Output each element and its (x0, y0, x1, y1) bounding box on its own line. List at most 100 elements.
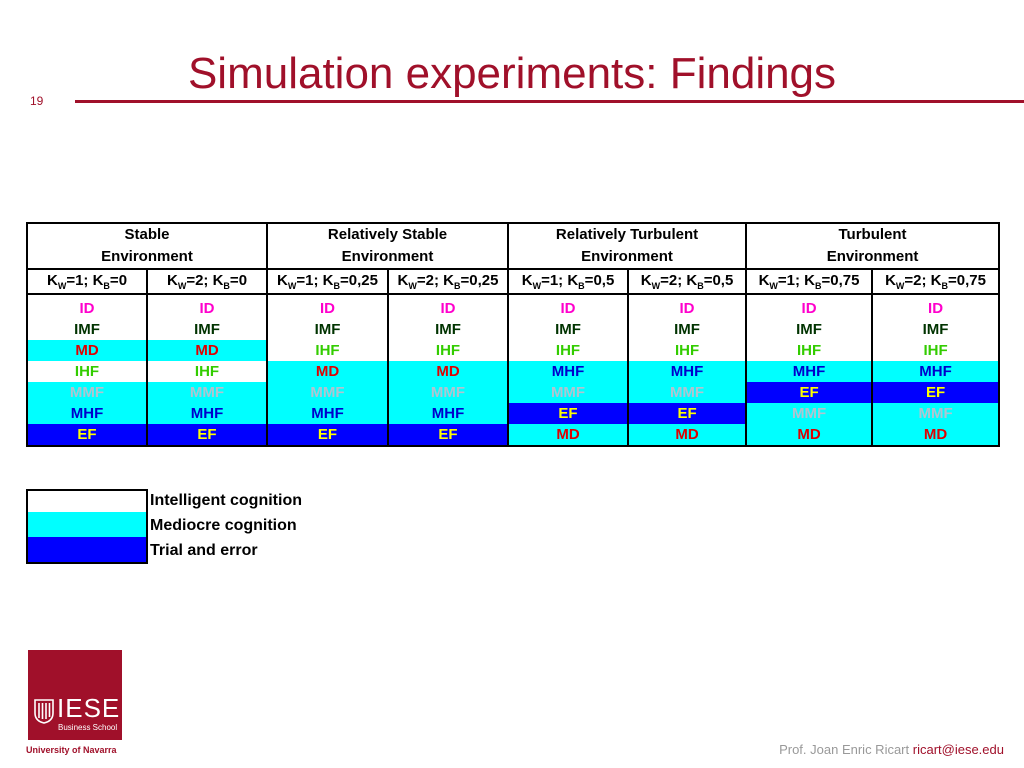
result-cell: ID (507, 294, 630, 319)
table-row: MD MD IHF IHF IHF IHF IHF IHF (26, 340, 1001, 361)
kw-value: 2 (195, 272, 204, 289)
result-cell: MD (507, 424, 630, 447)
table-row: EF EF EF EF MD MD MD MD (26, 424, 1001, 447)
kw-value: 2 (668, 272, 678, 289)
environment-header-row: Stable Environment Relatively Stable Env… (26, 222, 1001, 270)
result-cell: MHF (745, 361, 874, 382)
result-rows: ID ID ID ID ID ID ID ID IMF IMF IMF IMF IMF IMF IMF IMF… (26, 294, 1001, 447)
param-cell: KW=1; KB=0 (26, 268, 148, 295)
env-line2: Environment (101, 248, 193, 265)
result-cell: MD (266, 361, 389, 382)
kb-value: 0 (238, 272, 248, 289)
result-cell: IHF (871, 340, 1001, 361)
result-cell: MHF (871, 361, 1001, 382)
shield-icon (34, 699, 54, 724)
footer-email-link[interactable]: ricart@iese.edu (912, 742, 1004, 757)
result-cell: IHF (507, 340, 630, 361)
table-row: IHF IHF MD MD MHF MHF MHF MHF (26, 361, 1001, 382)
slide-title: Simulation experiments: Findings (187, 49, 837, 98)
table-row: ID ID ID ID ID ID ID ID (26, 294, 1001, 319)
result-cell: IMF (146, 319, 268, 340)
param-cell: KW=2; KB=0 (146, 268, 268, 295)
legend-label: Intelligent cognition (150, 492, 302, 509)
result-cell: MD (386, 361, 510, 382)
param-cell: KW=1; KB=0,75 (745, 268, 874, 295)
result-cell: IHF (266, 340, 389, 361)
result-cell: MHF (386, 403, 510, 424)
kb-value: 0,5 (712, 272, 734, 289)
kw-value: 1 (786, 272, 796, 289)
env-header-relatively-turbulent: Relatively Turbulent Environment (507, 222, 748, 270)
result-cell: EF (386, 424, 510, 447)
env-line1: Turbulent (838, 226, 907, 243)
env-line1: Stable (124, 226, 170, 243)
param-cell: KW=2; KB=0,5 (627, 268, 748, 295)
logo-name: IESE (57, 693, 121, 723)
result-cell: MD (627, 424, 748, 447)
university-name: University of Navarra (26, 745, 117, 755)
result-cell: ID (871, 294, 1001, 319)
result-cell: MMF (26, 382, 148, 403)
result-cell: MHF (627, 361, 748, 382)
footer: Prof. Joan Enric Ricart ricart@iese.edu (779, 742, 1004, 757)
result-cell: ID (627, 294, 748, 319)
kb-value: 0,25 (469, 272, 499, 289)
result-cell: ID (26, 294, 148, 319)
env-header-turbulent: Turbulent Environment (745, 222, 1001, 270)
result-cell: IHF (627, 340, 748, 361)
result-cell: EF (745, 382, 874, 403)
iese-logo: IESE Business School (28, 650, 122, 740)
env-line1: Relatively Turbulent (555, 226, 699, 243)
result-cell: MMF (266, 382, 389, 403)
legend-swatch-blue (26, 537, 148, 564)
result-cell: IMF (507, 319, 630, 340)
result-cell: MHF (146, 403, 268, 424)
result-cell: ID (745, 294, 874, 319)
slide-number: 19 (30, 94, 44, 108)
kw-value: 1 (75, 272, 84, 289)
result-cell: MMF (507, 382, 630, 403)
env-line2: Environment (341, 248, 434, 265)
table-row: MHF MHF MHF MHF EF EF MMF MMF (26, 403, 1001, 424)
kw-value: 2 (425, 272, 434, 289)
kw-value: 1 (549, 272, 559, 289)
result-cell: MD (146, 340, 268, 361)
kb-value: 0,5 (593, 272, 615, 289)
result-cell: EF (266, 424, 389, 447)
result-cell: MD (745, 424, 874, 447)
result-cell: EF (507, 403, 630, 424)
result-cell: ID (146, 294, 268, 319)
table-row: IMF IMF IMF IMF IMF IMF IMF IMF (26, 319, 1001, 340)
result-cell: IMF (26, 319, 148, 340)
result-cell: EF (146, 424, 268, 447)
param-cell: KW=1; KB=0,25 (266, 268, 389, 295)
result-cell: IMF (745, 319, 874, 340)
env-line1: Relatively Stable (327, 226, 448, 243)
kb-value: 0 (118, 272, 128, 289)
result-cell: MHF (26, 403, 148, 424)
result-cell: ID (386, 294, 510, 319)
kb-value: 0,25 (348, 272, 378, 289)
param-cell: KW=2; KB=0,75 (871, 268, 1001, 295)
result-cell: EF (627, 403, 748, 424)
result-cell: IHF (745, 340, 874, 361)
result-cell: MMF (745, 403, 874, 424)
env-header-stable: Stable Environment (26, 222, 268, 270)
kb-value: 0,75 (830, 272, 860, 289)
result-cell: MHF (507, 361, 630, 382)
footer-professor: Prof. Joan Enric Ricart (779, 742, 910, 757)
env-line2: Environment (581, 248, 673, 265)
kw-value: 1 (305, 272, 314, 289)
legend-label: Trial and error (150, 542, 258, 559)
title-rule (75, 100, 1024, 103)
kb-value: 0,75 (956, 272, 986, 289)
result-cell: IHF (146, 361, 268, 382)
params-row: KW=1; KB=0 KW=2; KB=0 KW=1; KB=0,25 KW=2… (26, 268, 1001, 295)
result-cell: IHF (386, 340, 510, 361)
result-cell: ID (266, 294, 389, 319)
result-cell: IHF (26, 361, 148, 382)
env-line2: Environment (826, 248, 919, 265)
result-cell: IMF (627, 319, 748, 340)
result-cell: IMF (386, 319, 510, 340)
result-cell: EF (26, 424, 148, 447)
